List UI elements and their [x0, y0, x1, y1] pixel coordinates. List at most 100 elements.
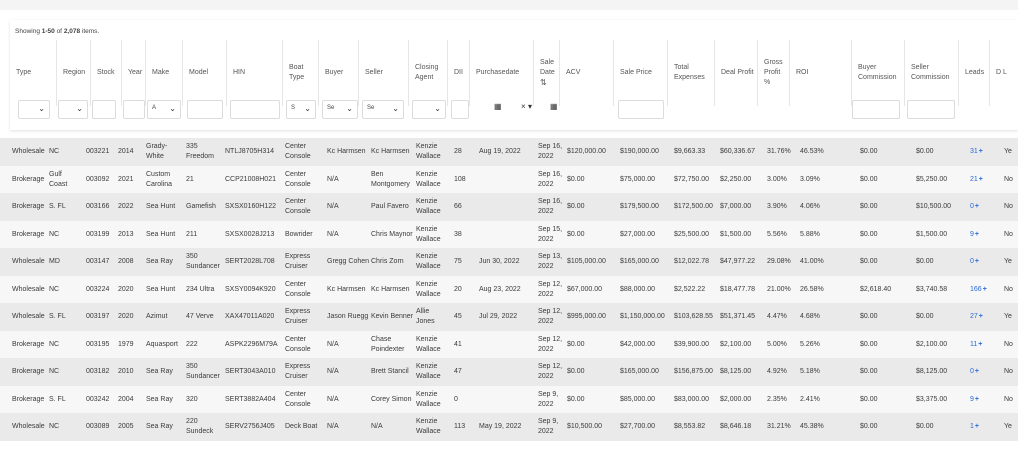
chevron-down-icon[interactable]: ▾: [528, 102, 533, 111]
dii-filter[interactable]: [451, 100, 469, 119]
plus-icon[interactable]: +: [974, 230, 979, 238]
table-row[interactable]: Brokerage Gulf Coast 003092 2021 Custom Caro…: [0, 165, 1018, 194]
stock-filter[interactable]: [92, 100, 116, 119]
plus-icon[interactable]: +: [974, 395, 979, 403]
cell-leads[interactable]: 0 +: [970, 193, 1003, 221]
column-header-model[interactable]: Model: [182, 40, 227, 106]
cell-type: Brokerage: [12, 340, 45, 348]
cell-dl: No: [1004, 340, 1013, 348]
cell-leads[interactable]: 11 +: [970, 331, 1003, 359]
column-header-make[interactable]: Make: [145, 40, 183, 106]
column-header-d-l[interactable]: D L: [989, 40, 1018, 106]
cell-leads[interactable]: 166 +: [970, 276, 1003, 304]
seller-commission-filter[interactable]: [907, 100, 955, 119]
cell-buyer: Kc Harmsen: [327, 285, 366, 293]
agent-filter[interactable]: ⌄: [412, 100, 446, 119]
cell-leads[interactable]: 0 +: [970, 358, 1003, 386]
table-row[interactable]: Brokerage NC 003182 2010 Sea Ray 350 Sundance…: [0, 358, 1018, 386]
column-header-leads[interactable]: Leads: [958, 40, 990, 106]
plus-icon[interactable]: +: [978, 175, 983, 183]
column-header-acv[interactable]: ACV: [559, 40, 614, 106]
cell-sale-price: $27,700.00: [620, 423, 656, 430]
seller-filter[interactable]: Se ⌄: [362, 100, 404, 119]
column-header-sale-date[interactable]: Sale Date ⇅: [533, 40, 560, 106]
column-header-seller-commission[interactable]: Seller Commission: [904, 40, 959, 106]
cell-type: Brokerage: [12, 203, 45, 210]
column-header-roi[interactable]: ROI: [789, 40, 852, 106]
plus-icon[interactable]: +: [978, 340, 983, 348]
column-header-stock[interactable]: Stock: [90, 40, 122, 106]
year-filter[interactable]: [123, 100, 145, 119]
cell-roi: 46.53%: [800, 148, 824, 155]
cell-leads[interactable]: 1 +: [970, 413, 1003, 441]
cell-seller-comm: $8,125.00: [916, 368, 948, 375]
table-row[interactable]: Wholesale NC 003224 2020 Sea Hunt 234 Ultra SX…: [0, 275, 1018, 304]
table-row[interactable]: Wholesale S. FL 003197 2020 Azimut 47 Verve XA…: [0, 303, 1018, 331]
type-filter[interactable]: ⌄: [18, 100, 50, 119]
cell-seller-comm: $0.00: [916, 148, 934, 155]
cell-leads[interactable]: 31 +: [970, 138, 1003, 166]
cell-profit: $47,977.22: [720, 258, 756, 265]
cell-make: Sea Ray: [146, 423, 173, 430]
column-header-boat-type[interactable]: Boat Type: [282, 40, 319, 106]
column-header-buyer[interactable]: Buyer: [318, 40, 359, 106]
cell-leads[interactable]: 27 +: [970, 303, 1003, 331]
clear-icon[interactable]: ×: [521, 102, 526, 111]
cell-profit: $51,371.45: [720, 313, 756, 320]
buyer-filter[interactable]: Se ⌄: [322, 100, 358, 119]
column-header-region[interactable]: Region: [56, 40, 97, 106]
column-header-hin[interactable]: HIN: [226, 40, 283, 106]
plus-icon[interactable]: +: [974, 368, 979, 375]
hin-filter[interactable]: [230, 100, 280, 119]
cell-leads[interactable]: 9 +: [970, 221, 1003, 249]
column-header-deal-profit[interactable]: Deal Profit: [714, 40, 758, 106]
plus-icon[interactable]: +: [978, 313, 983, 320]
table-row[interactable]: Brokerage NC 003195 1979 Aquasport 222 ASPK229…: [0, 330, 1018, 359]
table-row[interactable]: Wholesale NC 003089 2005 Sea Ray 220 Sundeck S…: [0, 413, 1018, 441]
column-header-year[interactable]: Year: [121, 40, 146, 106]
sort-icon[interactable]: ⇅: [540, 78, 547, 87]
table-row[interactable]: Brokerage S. FL 003166 2022 Sea Hunt Gamefish…: [0, 193, 1018, 221]
cell-stock: 003195: [86, 340, 110, 348]
summary-middle: of: [54, 28, 64, 35]
plus-icon[interactable]: +: [974, 258, 979, 265]
plus-icon[interactable]: +: [982, 285, 987, 293]
column-header-purchasedate[interactable]: Purchasedate: [469, 40, 534, 106]
model-filter[interactable]: [187, 100, 223, 119]
calendar-icon[interactable]: ▦: [550, 102, 558, 111]
cell-stock: 003221: [86, 148, 110, 155]
column-header-sale-price[interactable]: Sale Price: [613, 40, 668, 106]
plus-icon[interactable]: +: [974, 203, 979, 210]
cell-leads[interactable]: 9 +: [970, 386, 1003, 414]
cell-sale-price: $42,000.00: [620, 340, 656, 348]
cell-seller: Paul Favero: [371, 203, 409, 210]
table-row[interactable]: Brokerage S. FL 003242 2004 Sea Ray 320 SERT38…: [0, 385, 1018, 414]
column-header-seller[interactable]: Seller: [358, 40, 409, 106]
column-header-closing-agent[interactable]: Closing Agent: [408, 40, 448, 106]
cell-leads[interactable]: 0 +: [970, 248, 1003, 276]
table-row[interactable]: Wholesale NC 003221 2014 Grady-White 335 Free…: [0, 138, 1018, 166]
plus-icon[interactable]: +: [978, 148, 983, 155]
buyer-commission-filter[interactable]: [852, 100, 900, 119]
column-header-buyer-commission[interactable]: Buyer Commission: [851, 40, 905, 106]
cell-region: MD: [49, 258, 60, 265]
region-filter[interactable]: ⌄: [58, 100, 88, 119]
column-header-gross-profit[interactable]: Gross Profit %: [757, 40, 790, 106]
make-filter[interactable]: A ⌄: [147, 100, 181, 119]
calendar-icon[interactable]: ▦: [494, 102, 502, 111]
column-header-type[interactable]: Type: [10, 40, 56, 106]
cell-leads[interactable]: 21 +: [970, 166, 1003, 194]
cell-seller-comm: $0.00: [916, 423, 934, 430]
sale-price-filter[interactable]: [618, 100, 664, 119]
cell-dii: 41: [454, 340, 462, 348]
table-row[interactable]: Brokerage NC 003199 2013 Sea Hunt 211 SXSX0028…: [0, 220, 1018, 249]
boat-type-filter[interactable]: S ⌄: [286, 100, 316, 119]
cell-sale-date: Sep 16, 2022: [538, 198, 563, 215]
cell-buyer: N/A: [327, 395, 339, 403]
column-header-total-expenses[interactable]: Total Expenses: [667, 40, 715, 106]
column-header-dii[interactable]: DII: [447, 40, 470, 106]
cell-stock: 003199: [86, 230, 110, 238]
plus-icon[interactable]: +: [974, 423, 979, 430]
cell-make: Sea Ray: [146, 258, 173, 265]
table-row[interactable]: Wholesale MD 003147 2008 Sea Ray 350 Sundance…: [0, 248, 1018, 276]
